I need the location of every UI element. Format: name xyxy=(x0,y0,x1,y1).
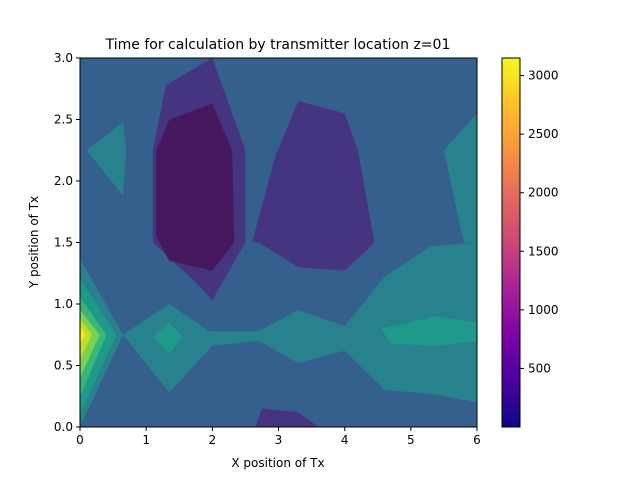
y-tick-label: 0.0 xyxy=(54,420,73,434)
contour-region-purple xyxy=(255,408,319,427)
contour-region-teal xyxy=(443,113,477,243)
x-tick-label: 5 xyxy=(407,433,415,447)
colorbar: 500 1000 1500 2000 2500 3000 xyxy=(501,57,559,428)
contour-region-yellow-green xyxy=(80,318,92,360)
colorbar-tick-label: 2500 xyxy=(528,127,559,141)
contour-region-deep-purple xyxy=(156,103,235,271)
y-tick-label: 2.0 xyxy=(54,174,73,188)
x-tick-label: 1 xyxy=(142,433,150,447)
colorbar-tick-label: 3000 xyxy=(528,69,559,83)
contour-region-teal xyxy=(123,242,477,403)
y-axis: 0.0 0.5 1.0 1.5 2.0 2.5 3.0 xyxy=(54,51,80,434)
contour-region-yellow xyxy=(80,326,86,344)
y-tick-label: 3.0 xyxy=(54,51,73,65)
contour-region-green-teal xyxy=(381,316,477,346)
contour-region-purple xyxy=(252,101,375,271)
y-tick-label: 2.5 xyxy=(54,113,73,127)
contour-region-teal xyxy=(86,122,127,196)
colorbar-tick-label: 500 xyxy=(528,361,551,375)
plot-area xyxy=(80,58,477,427)
x-tick-label: 6 xyxy=(473,433,481,447)
colorbar-gradient xyxy=(501,57,521,428)
y-tick-label: 1.0 xyxy=(54,297,73,311)
x-tick-label: 2 xyxy=(209,433,217,447)
x-tick-label: 4 xyxy=(341,433,349,447)
y-tick-label: 1.5 xyxy=(54,236,73,250)
colorbar-tick-label: 1500 xyxy=(528,244,559,258)
contour-region-green-teal xyxy=(152,322,183,354)
x-tick-label: 3 xyxy=(275,433,283,447)
x-tick-label: 0 xyxy=(76,433,84,447)
colorbar-tick-label: 2000 xyxy=(528,186,559,200)
x-axis: 0 1 2 3 4 5 6 xyxy=(76,427,481,447)
x-axis-label: X position of Tx xyxy=(231,456,324,470)
colorbar-tick-label: 1000 xyxy=(528,303,559,317)
y-tick-label: 0.5 xyxy=(54,359,73,373)
chart-title: Time for calculation by transmitter loca… xyxy=(105,37,451,53)
y-axis-label: Y position of Tx xyxy=(27,196,41,289)
